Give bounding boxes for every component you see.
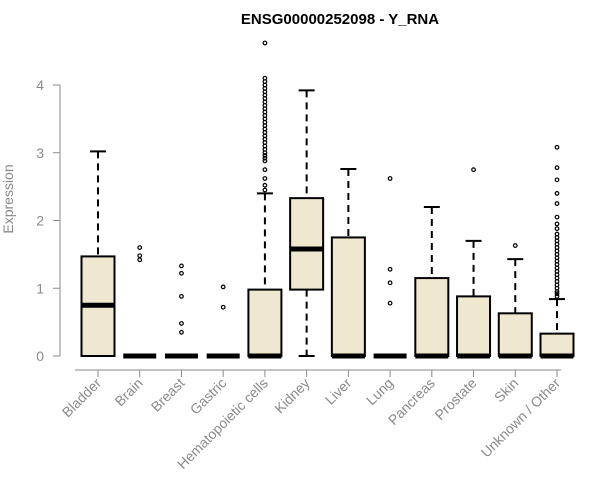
box-group <box>247 40 283 359</box>
box <box>247 288 283 358</box>
y-tick-label: 2 <box>36 213 44 229</box>
category-label: Unknown / Other <box>478 375 564 461</box>
category-label: Skin <box>491 375 522 406</box>
outlier-point <box>220 284 226 290</box>
box <box>456 295 492 358</box>
outlier-point <box>262 182 268 188</box>
outlier-point <box>179 329 184 335</box>
box-group <box>206 284 240 359</box>
y-tick-label: 1 <box>36 280 44 296</box>
outlier-point <box>554 144 560 150</box>
outlier-point <box>554 201 560 206</box>
outlier-point <box>179 270 184 276</box>
category-label: Lung <box>363 375 396 408</box>
y-ticks: 0 1 2 3 4 <box>36 77 60 364</box>
box-group <box>539 144 575 359</box>
outlier-point <box>387 176 393 181</box>
box <box>414 277 450 357</box>
outlier-point <box>554 165 560 171</box>
category-label: Brain <box>111 375 145 409</box>
box <box>330 236 366 357</box>
box-group <box>164 263 198 359</box>
outlier-point <box>554 293 560 299</box>
box-group <box>456 167 492 359</box>
outlier-point <box>262 40 268 46</box>
y-tick-label: 3 <box>36 145 44 161</box>
outlier-point <box>471 167 476 173</box>
outlier-point <box>387 300 393 306</box>
outlier-point <box>554 190 560 196</box>
outlier-point <box>262 167 268 173</box>
outlier-point <box>179 293 184 299</box>
outlier-point <box>262 153 268 158</box>
category-label: Prostate <box>431 375 479 423</box>
box-group <box>80 150 116 357</box>
y-tick-label: 0 <box>36 348 44 364</box>
outlier-point <box>137 257 143 263</box>
box-group <box>289 89 325 357</box>
box-group <box>373 176 407 359</box>
box <box>289 197 325 291</box>
y-tick-label: 4 <box>36 77 44 93</box>
outlier-point <box>554 214 560 220</box>
outlier-point <box>554 177 560 183</box>
outlier-point <box>137 253 143 259</box>
y-axis-label: Expression <box>0 164 16 233</box>
box <box>497 312 533 358</box>
outlier-point <box>512 243 518 248</box>
box <box>539 332 575 357</box>
outlier-point <box>554 221 560 227</box>
outlier-point <box>179 263 184 269</box>
outlier-point <box>262 187 268 193</box>
category-label: Breast <box>148 375 188 415</box>
box-group <box>330 168 366 359</box>
category-label: Bladder <box>59 375 105 421</box>
outlier-point <box>262 176 268 181</box>
box-group <box>414 205 450 359</box>
outlier-point <box>220 304 226 310</box>
outlier-point <box>137 245 143 251</box>
category-label: Liver <box>322 375 355 408</box>
outlier-point <box>179 321 184 326</box>
outlier-point <box>554 291 560 297</box>
outlier-point <box>554 226 560 232</box>
outlier-point <box>262 155 268 161</box>
outlier-point <box>262 158 268 164</box>
outlier-point <box>262 75 268 81</box>
outlier-point <box>554 231 560 237</box>
outlier-point <box>387 280 393 286</box>
box-group <box>497 243 533 359</box>
chart-title: ENSG00000252098 - Y_RNA <box>241 11 439 28</box>
box-group <box>123 245 157 359</box>
boxes <box>80 40 575 359</box>
outlier-point <box>387 266 393 272</box>
category-label: Kidney <box>271 375 313 417</box>
